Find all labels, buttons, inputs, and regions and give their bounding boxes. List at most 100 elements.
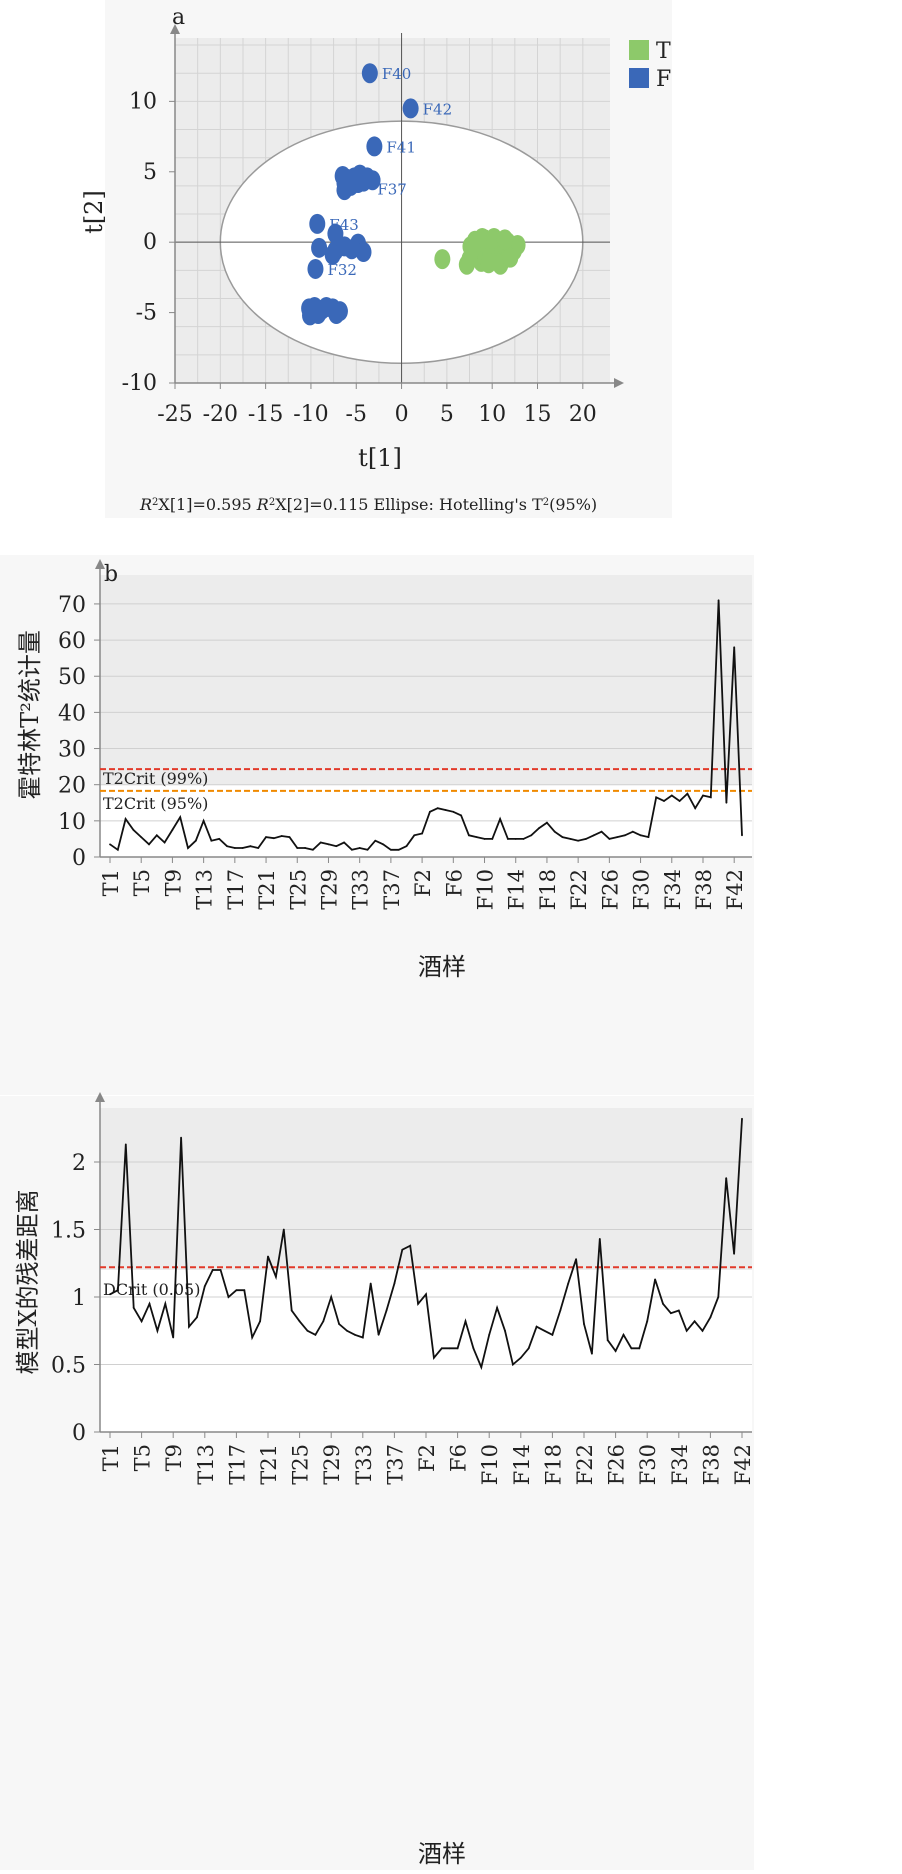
y-tick-label: 5 bbox=[143, 160, 157, 185]
x-tick-label: -10 bbox=[293, 402, 328, 427]
x-tick-label: T33 bbox=[352, 1444, 376, 1485]
scatter-plot-svg: -25 -20 -15 -10 -5 0 5 10 15 20 -10 -5 0 5 10 t[1] t[2] a… bbox=[80, 0, 672, 518]
data-point bbox=[685, 1329, 688, 1332]
data-point bbox=[259, 1320, 261, 1323]
legend-swatch bbox=[629, 68, 649, 88]
x-axis-label: t[1] bbox=[358, 444, 402, 472]
x-tick-label: F14 bbox=[510, 1444, 534, 1485]
x-tick-label: F38 bbox=[692, 869, 716, 910]
data-point bbox=[282, 1228, 285, 1231]
data-point bbox=[140, 1320, 143, 1323]
data-point bbox=[733, 646, 736, 649]
legend-label: T bbox=[656, 39, 671, 64]
data-point bbox=[413, 834, 416, 837]
data-point bbox=[559, 1309, 562, 1312]
footer-stats-part: R bbox=[256, 495, 269, 514]
data-point bbox=[583, 1323, 585, 1325]
y-tick-label: 20 bbox=[58, 774, 86, 799]
data-point bbox=[600, 830, 603, 833]
data-point-T bbox=[502, 247, 519, 268]
series-line bbox=[109, 600, 743, 852]
data-point bbox=[172, 1336, 175, 1339]
data-point bbox=[717, 1296, 720, 1298]
data-point bbox=[140, 836, 143, 839]
data-point bbox=[592, 834, 595, 837]
x-tick-label: T5 bbox=[130, 869, 154, 896]
x-tick-label: -15 bbox=[248, 402, 283, 427]
data-point bbox=[405, 845, 408, 848]
y-tick-label: 10 bbox=[129, 89, 157, 114]
x-tick-label: F22 bbox=[573, 1444, 597, 1485]
data-point bbox=[577, 839, 580, 842]
plot-area-shaded bbox=[100, 575, 752, 785]
y-axis-arrow-icon bbox=[95, 559, 105, 569]
data-point bbox=[472, 1347, 475, 1350]
x-tick-label: F34 bbox=[668, 1444, 692, 1485]
data-point bbox=[219, 1269, 222, 1271]
data-point bbox=[496, 1306, 498, 1309]
data-point bbox=[132, 1306, 135, 1309]
legend: TF bbox=[629, 39, 671, 92]
data-point bbox=[678, 800, 681, 802]
x-tick-label: F6 bbox=[442, 869, 466, 897]
data-point bbox=[436, 807, 439, 810]
data-point bbox=[694, 807, 697, 810]
data-point-F bbox=[328, 304, 345, 324]
data-point bbox=[725, 1177, 728, 1180]
data-point bbox=[202, 819, 205, 822]
data-point bbox=[180, 1136, 183, 1139]
x-tick-label: F18 bbox=[536, 869, 560, 910]
point-label: F40 bbox=[382, 65, 412, 83]
data-point bbox=[499, 818, 502, 820]
data-point bbox=[631, 830, 634, 833]
data-point bbox=[322, 1320, 325, 1323]
data-point bbox=[630, 1347, 633, 1350]
data-point bbox=[187, 847, 189, 849]
data-point bbox=[585, 838, 587, 840]
x-tick-label: T9 bbox=[161, 869, 185, 896]
data-point bbox=[265, 836, 267, 839]
data-point bbox=[561, 836, 564, 839]
point-label: F43 bbox=[329, 216, 359, 234]
x-tick-label: 20 bbox=[569, 402, 597, 427]
data-point bbox=[686, 792, 689, 795]
point-label: F42 bbox=[423, 100, 453, 118]
data-point bbox=[156, 1329, 159, 1332]
data-point bbox=[227, 1296, 230, 1298]
data-point bbox=[491, 838, 494, 840]
data-point bbox=[464, 1320, 467, 1323]
point-label: F41 bbox=[386, 138, 416, 156]
x-tick-label: -5 bbox=[346, 402, 367, 427]
data-point-F bbox=[311, 237, 328, 258]
x-tick-label: F26 bbox=[605, 1444, 629, 1485]
x-tick-label: T13 bbox=[194, 1444, 218, 1485]
data-point bbox=[575, 1258, 577, 1261]
y-tick-label: 1 bbox=[72, 1286, 86, 1311]
data-point bbox=[606, 1339, 609, 1342]
y-axis-arrow-icon bbox=[95, 1092, 105, 1102]
x-tick-label: T37 bbox=[383, 1444, 407, 1485]
data-point bbox=[210, 839, 213, 842]
data-point bbox=[233, 847, 236, 849]
data-point bbox=[709, 1316, 712, 1319]
x-tick-label: 15 bbox=[524, 402, 552, 427]
y-tick-label: 0 bbox=[143, 230, 157, 255]
data-point bbox=[488, 1333, 491, 1336]
data-point bbox=[527, 1347, 530, 1350]
data-point bbox=[598, 1238, 601, 1240]
data-point bbox=[343, 841, 345, 844]
x-tick-label: F38 bbox=[699, 1444, 723, 1485]
x-tick-label: T29 bbox=[320, 1444, 344, 1485]
x-tick-label: F30 bbox=[630, 869, 654, 910]
data-point bbox=[480, 1366, 483, 1369]
data-point bbox=[456, 1347, 459, 1350]
data-point bbox=[433, 1356, 435, 1359]
x-tick-label: F26 bbox=[598, 869, 622, 910]
data-point bbox=[319, 841, 322, 844]
x-tick-label: T25 bbox=[289, 1444, 313, 1485]
data-point bbox=[614, 1350, 617, 1352]
y-axis-label: 霍特林T²统计量 bbox=[16, 630, 44, 800]
data-point bbox=[709, 796, 712, 799]
hotelling-line-chart-svg: 0 10 20 30 40 50 60 70 T2Crit (99%) T2Crit (95%) T… bbox=[0, 555, 754, 1095]
point-label: F37 bbox=[377, 181, 407, 199]
